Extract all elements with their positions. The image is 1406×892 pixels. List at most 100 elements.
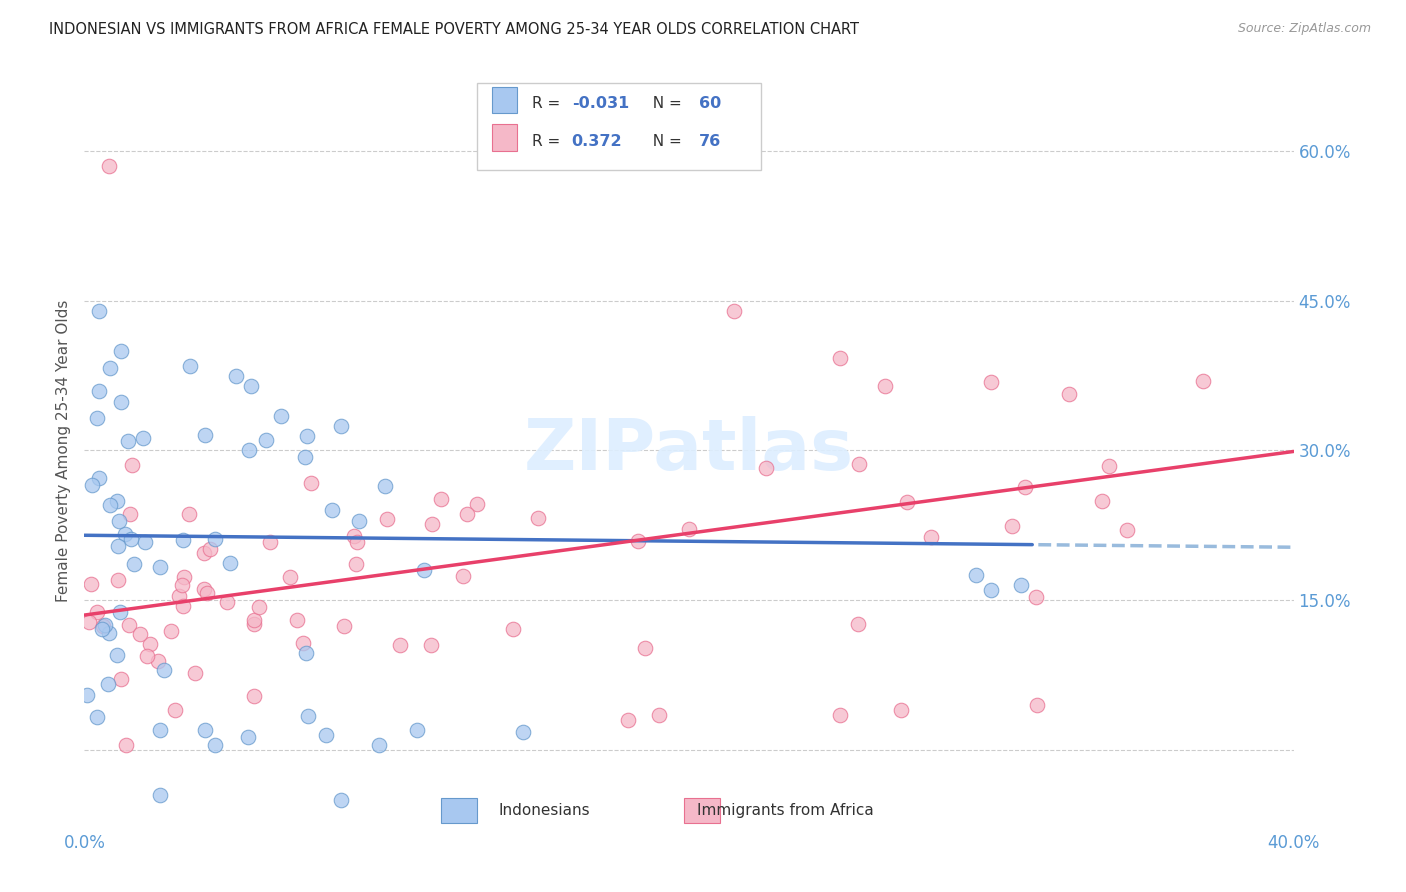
Point <box>1011 578 1033 592</box>
Point <box>172 533 194 548</box>
Text: 0.372: 0.372 <box>572 135 623 149</box>
Point <box>91 622 114 636</box>
Point <box>194 428 217 442</box>
FancyBboxPatch shape <box>492 87 517 113</box>
Point <box>297 709 319 723</box>
Point <box>648 707 671 722</box>
Point <box>980 375 1002 389</box>
Point <box>299 476 322 491</box>
Point <box>173 570 195 584</box>
Point <box>980 583 1002 598</box>
Point <box>118 618 141 632</box>
Point <box>634 640 657 655</box>
Point <box>830 707 852 722</box>
Point <box>165 703 187 717</box>
Point <box>160 624 183 639</box>
Point <box>1098 459 1121 474</box>
Point <box>465 497 488 511</box>
Point <box>627 533 650 548</box>
Point <box>107 539 129 553</box>
Point <box>89 303 111 318</box>
Point <box>215 595 238 609</box>
Point <box>131 431 153 445</box>
Point <box>204 738 226 752</box>
Point <box>247 599 270 614</box>
Point <box>77 615 100 629</box>
Point <box>153 663 176 677</box>
Point <box>183 665 205 680</box>
Point <box>97 159 120 173</box>
Point <box>344 557 367 571</box>
Point <box>242 690 264 704</box>
Point <box>139 637 162 651</box>
Point <box>1001 519 1024 533</box>
Point <box>76 688 98 702</box>
Point <box>179 507 201 521</box>
Point <box>965 568 987 582</box>
Point <box>87 471 110 485</box>
Point <box>195 586 218 600</box>
Point <box>343 529 366 543</box>
Point <box>110 672 132 686</box>
Point <box>373 478 395 492</box>
Point <box>93 619 115 633</box>
Point <box>118 507 141 521</box>
Point <box>1025 698 1047 712</box>
Point <box>755 460 778 475</box>
Point <box>107 574 129 588</box>
Point <box>294 646 316 660</box>
Point <box>617 713 640 727</box>
Point <box>121 458 143 472</box>
Point <box>98 360 121 375</box>
Point <box>86 410 108 425</box>
Point <box>114 738 136 752</box>
Point <box>124 557 146 571</box>
Point <box>890 703 912 717</box>
Point <box>236 731 259 745</box>
Point <box>419 638 441 652</box>
Y-axis label: Female Poverty Among 25-34 Year Olds: Female Poverty Among 25-34 Year Olds <box>56 300 72 601</box>
Point <box>98 625 121 640</box>
Point <box>172 578 194 592</box>
Point <box>98 498 121 512</box>
Point <box>330 418 353 433</box>
Point <box>172 599 194 613</box>
Point <box>527 511 550 525</box>
Point <box>243 617 266 632</box>
Point <box>198 542 221 557</box>
Point <box>846 617 869 632</box>
Point <box>1192 374 1215 388</box>
Point <box>278 570 301 584</box>
Point <box>179 359 201 373</box>
Point <box>297 429 319 443</box>
Point <box>254 434 277 448</box>
Point <box>723 303 745 318</box>
Point <box>453 568 475 582</box>
Point <box>346 535 368 549</box>
Text: 76: 76 <box>699 135 721 149</box>
Point <box>108 605 131 619</box>
Point <box>321 503 343 517</box>
Point <box>86 710 108 724</box>
Point <box>193 582 215 596</box>
Point <box>848 458 870 472</box>
Text: R =: R = <box>531 135 565 149</box>
FancyBboxPatch shape <box>441 798 478 822</box>
Point <box>120 532 142 546</box>
Point <box>105 648 128 662</box>
Point <box>315 728 337 742</box>
Point <box>149 559 172 574</box>
Point <box>167 589 190 603</box>
Point <box>920 530 942 544</box>
Point <box>149 723 172 737</box>
FancyBboxPatch shape <box>685 798 720 822</box>
Point <box>422 517 444 532</box>
Point <box>86 605 108 619</box>
Point <box>1014 480 1036 494</box>
Point <box>193 546 215 560</box>
Text: -0.031: -0.031 <box>572 96 628 112</box>
Point <box>512 724 534 739</box>
Text: N =: N = <box>643 135 686 149</box>
Point <box>413 563 436 577</box>
Point <box>347 514 370 528</box>
